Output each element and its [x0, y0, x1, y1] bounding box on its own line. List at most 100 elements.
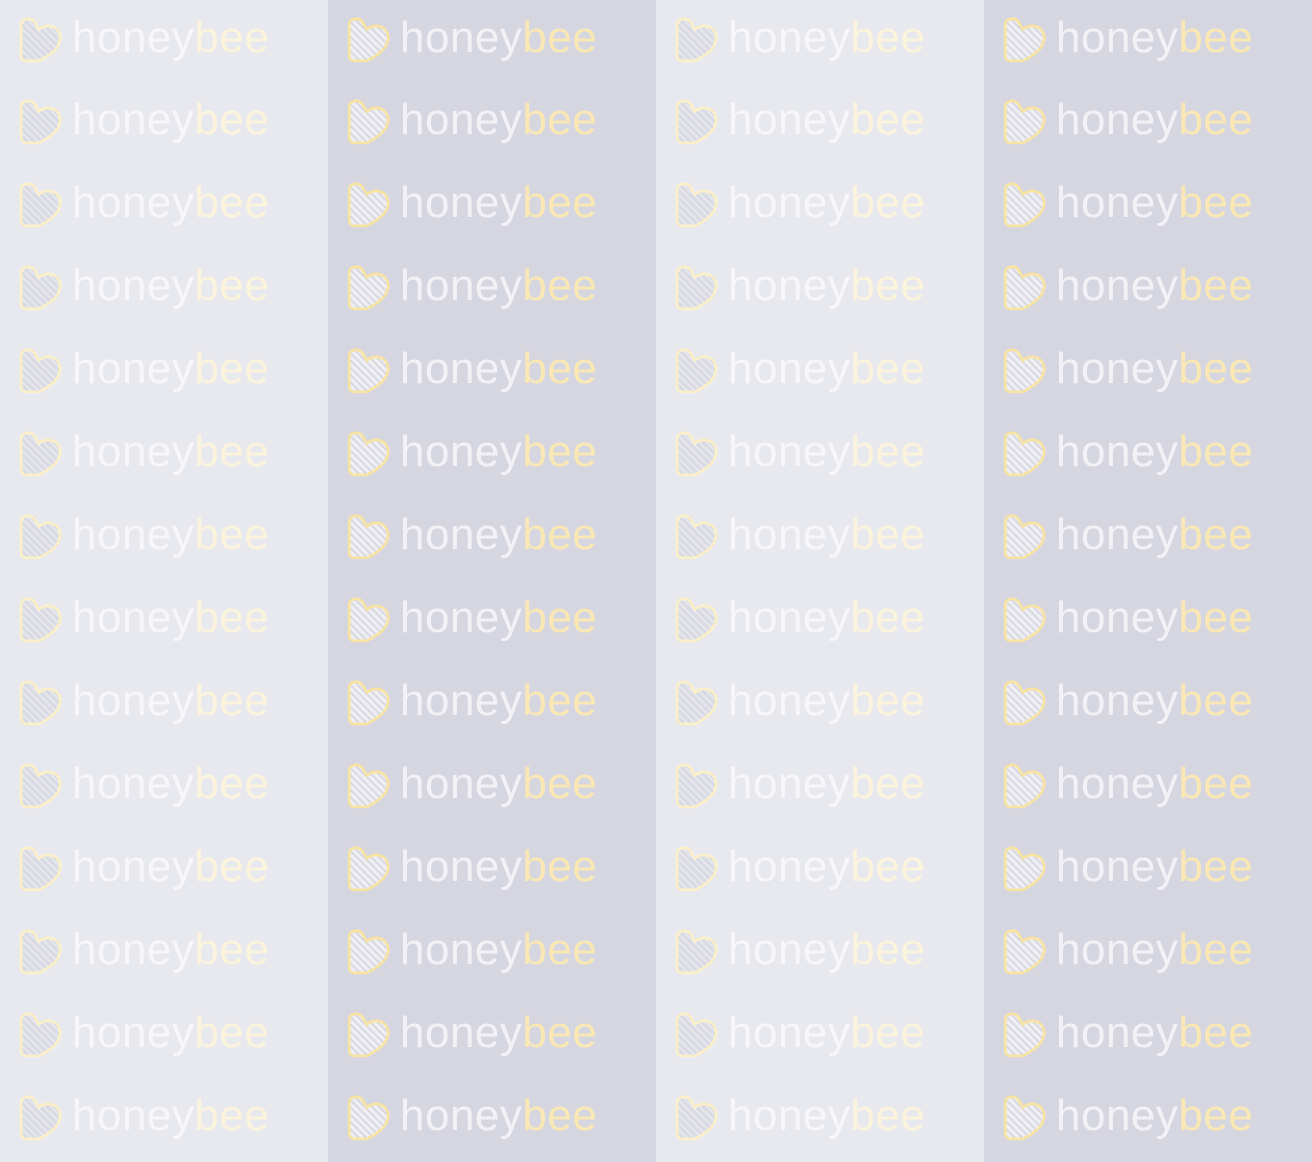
- wordmark-primary: honey: [400, 592, 523, 642]
- wordmark-primary: honey: [72, 343, 195, 393]
- logo-tile: honeybee: [0, 993, 328, 1076]
- logo-tile: honeybee: [0, 163, 328, 246]
- logo-tile: honeybee: [328, 661, 656, 744]
- logo-tile: honeybee: [328, 495, 656, 578]
- logo-wordmark: honeybee: [72, 1007, 270, 1057]
- wordmark-primary: honey: [400, 94, 523, 144]
- wordmark-accent: bee: [522, 509, 598, 559]
- striped-heart-icon: [347, 596, 390, 642]
- wordmark-primary: honey: [1056, 426, 1179, 476]
- logo-tile: honeybee: [656, 578, 984, 661]
- wordmark-primary: honey: [1056, 1007, 1179, 1057]
- wordmark-primary: honey: [728, 509, 851, 559]
- logo-tile: honeybee: [656, 495, 984, 578]
- striped-heart-icon: [675, 596, 718, 642]
- logo-tile: honeybee: [656, 661, 984, 744]
- wordmark-accent: bee: [1178, 1007, 1254, 1057]
- wordmark-accent: bee: [522, 13, 598, 62]
- striped-heart-icon: [347, 928, 390, 974]
- logo-tile: honeybee: [0, 329, 328, 412]
- striped-heart-icon: [19, 181, 62, 227]
- logo-tile: honeybee: [656, 80, 984, 163]
- wordmark-accent: bee: [850, 177, 926, 227]
- striped-heart-icon: [19, 845, 62, 891]
- wordmark-accent: bee: [850, 13, 926, 62]
- logo-tile: honeybee: [984, 246, 1312, 329]
- logo-wordmark: honeybee: [1056, 512, 1253, 557]
- logo-tile: honeybee: [984, 1076, 1312, 1159]
- logo-tile: honeybee: [328, 163, 656, 246]
- logo-wordmark: honeybee: [72, 841, 269, 891]
- wordmark-accent: bee: [522, 343, 598, 393]
- wordmark-accent: bee: [194, 94, 270, 144]
- logo-wordmark: honeybee: [728, 758, 926, 808]
- wordmark-accent: bee: [522, 1007, 598, 1057]
- logo-tile: honeybee: [0, 827, 328, 910]
- logo-tile: honeybee: [0, 910, 328, 993]
- logo-wordmark: honeybee: [72, 927, 269, 972]
- logo-tile: honeybee: [656, 246, 984, 329]
- striped-heart-icon: [1003, 181, 1046, 227]
- striped-heart-icon: [1003, 762, 1046, 808]
- logo-tile: honeybee: [328, 827, 656, 910]
- logo-wordmark: honeybee: [400, 429, 597, 474]
- logo-tile: honeybee: [984, 80, 1312, 163]
- striped-heart-icon: [1003, 679, 1046, 725]
- logo-wordmark: honeybee: [1056, 180, 1253, 225]
- wordmark-primary: honey: [728, 1007, 851, 1057]
- logo-wordmark: honeybee: [1056, 343, 1254, 393]
- wordmark-primary: honey: [72, 426, 195, 476]
- wordmark-accent: bee: [1178, 343, 1254, 393]
- logo-wordmark: honeybee: [1056, 263, 1253, 308]
- logo-tile: honeybee: [656, 329, 984, 412]
- logo-wordmark: honeybee: [728, 97, 925, 142]
- wordmark-primary: honey: [728, 924, 851, 974]
- logo-wordmark: honeybee: [1056, 97, 1253, 142]
- logo-wordmark: honeybee: [728, 429, 925, 474]
- striped-heart-icon: [347, 845, 390, 891]
- wordmark-primary: honey: [1056, 1090, 1179, 1140]
- pattern-column: honeybee honeybee honeybee honeybee honeybee…: [984, 0, 1312, 1162]
- striped-heart-icon: [347, 513, 390, 559]
- wordmark-accent: bee: [850, 509, 926, 559]
- wordmark-accent: bee: [522, 260, 598, 310]
- striped-heart-icon: [19, 264, 62, 310]
- wordmark-accent: bee: [850, 758, 926, 808]
- wordmark-accent: bee: [194, 1007, 270, 1057]
- logo-wordmark: honeybee: [72, 16, 269, 60]
- wordmark-primary: honey: [400, 13, 523, 62]
- wordmark-primary: honey: [728, 841, 851, 891]
- logo-tile: honeybee: [328, 1076, 656, 1159]
- striped-heart-icon: [675, 762, 718, 808]
- wordmark-accent: bee: [194, 260, 270, 310]
- wordmark-primary: honey: [728, 758, 851, 808]
- logo-tile: honeybee: [656, 993, 984, 1076]
- logo-tile: honeybee: [328, 993, 656, 1076]
- pattern-column: honeybee honeybee honeybee honeybee honeybee…: [328, 0, 656, 1162]
- wordmark-accent: bee: [522, 592, 598, 642]
- logo-wordmark: honeybee: [728, 924, 925, 974]
- logo-tile: honeybee: [328, 744, 656, 827]
- logo-tile: honeybee: [656, 163, 984, 246]
- striped-heart-icon: [19, 98, 62, 144]
- logo-tile: honeybee: [984, 661, 1312, 744]
- wordmark-primary: honey: [72, 509, 195, 559]
- wordmark-primary: honey: [1056, 758, 1179, 808]
- wordmark-accent: bee: [850, 1007, 926, 1057]
- logo-wordmark: honeybee: [400, 592, 598, 642]
- logo-tile: honeybee: [984, 412, 1312, 495]
- striped-heart-icon: [19, 513, 62, 559]
- pattern-column: honeybee honeybee honeybee honeybee honeybee…: [656, 0, 984, 1162]
- logo-wordmark: honeybee: [72, 180, 269, 225]
- wordmark-primary: honey: [400, 924, 523, 974]
- striped-heart-icon: [19, 1094, 62, 1140]
- wordmark-primary: honey: [72, 841, 195, 891]
- striped-heart-icon: [675, 845, 718, 891]
- striped-heart-icon: [1003, 1011, 1046, 1057]
- logo-wordmark: honeybee: [72, 94, 270, 144]
- logo-tile: honeybee: [656, 744, 984, 827]
- logo-wordmark: honeybee: [72, 1093, 269, 1138]
- logo-tile: honeybee: [328, 80, 656, 163]
- wordmark-accent: bee: [850, 841, 926, 891]
